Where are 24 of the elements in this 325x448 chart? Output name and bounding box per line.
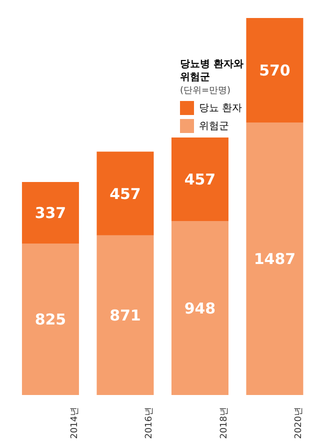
data-label: 457 [184,170,216,189]
data-label: 570 [259,62,290,80]
data-label: 337 [34,204,66,222]
bar [22,244,79,395]
bar [96,152,154,236]
bar [96,235,154,395]
data-label: 871 [110,306,141,325]
data-label: 948 [184,299,216,318]
x-tick-label: 2016년 [144,407,155,439]
legend-label: 당뇨 환자 [198,102,244,115]
legend-label: 위험군 [198,120,230,133]
x-tick-label: 2020년 [294,407,304,439]
bar [171,137,228,222]
bar [246,122,304,395]
bar [246,18,304,122]
bar [22,182,79,244]
data-label: 825 [34,310,66,329]
text: (단위=만명) [180,85,232,97]
text: 당뇨병 환자와 위험군 [180,58,244,84]
bar [171,221,228,395]
data-label: 457 [110,184,141,203]
x-tick-label: 2018년 [219,407,230,439]
data-label: 1487 [254,250,296,268]
x-tick-label: 2014년 [70,407,80,439]
